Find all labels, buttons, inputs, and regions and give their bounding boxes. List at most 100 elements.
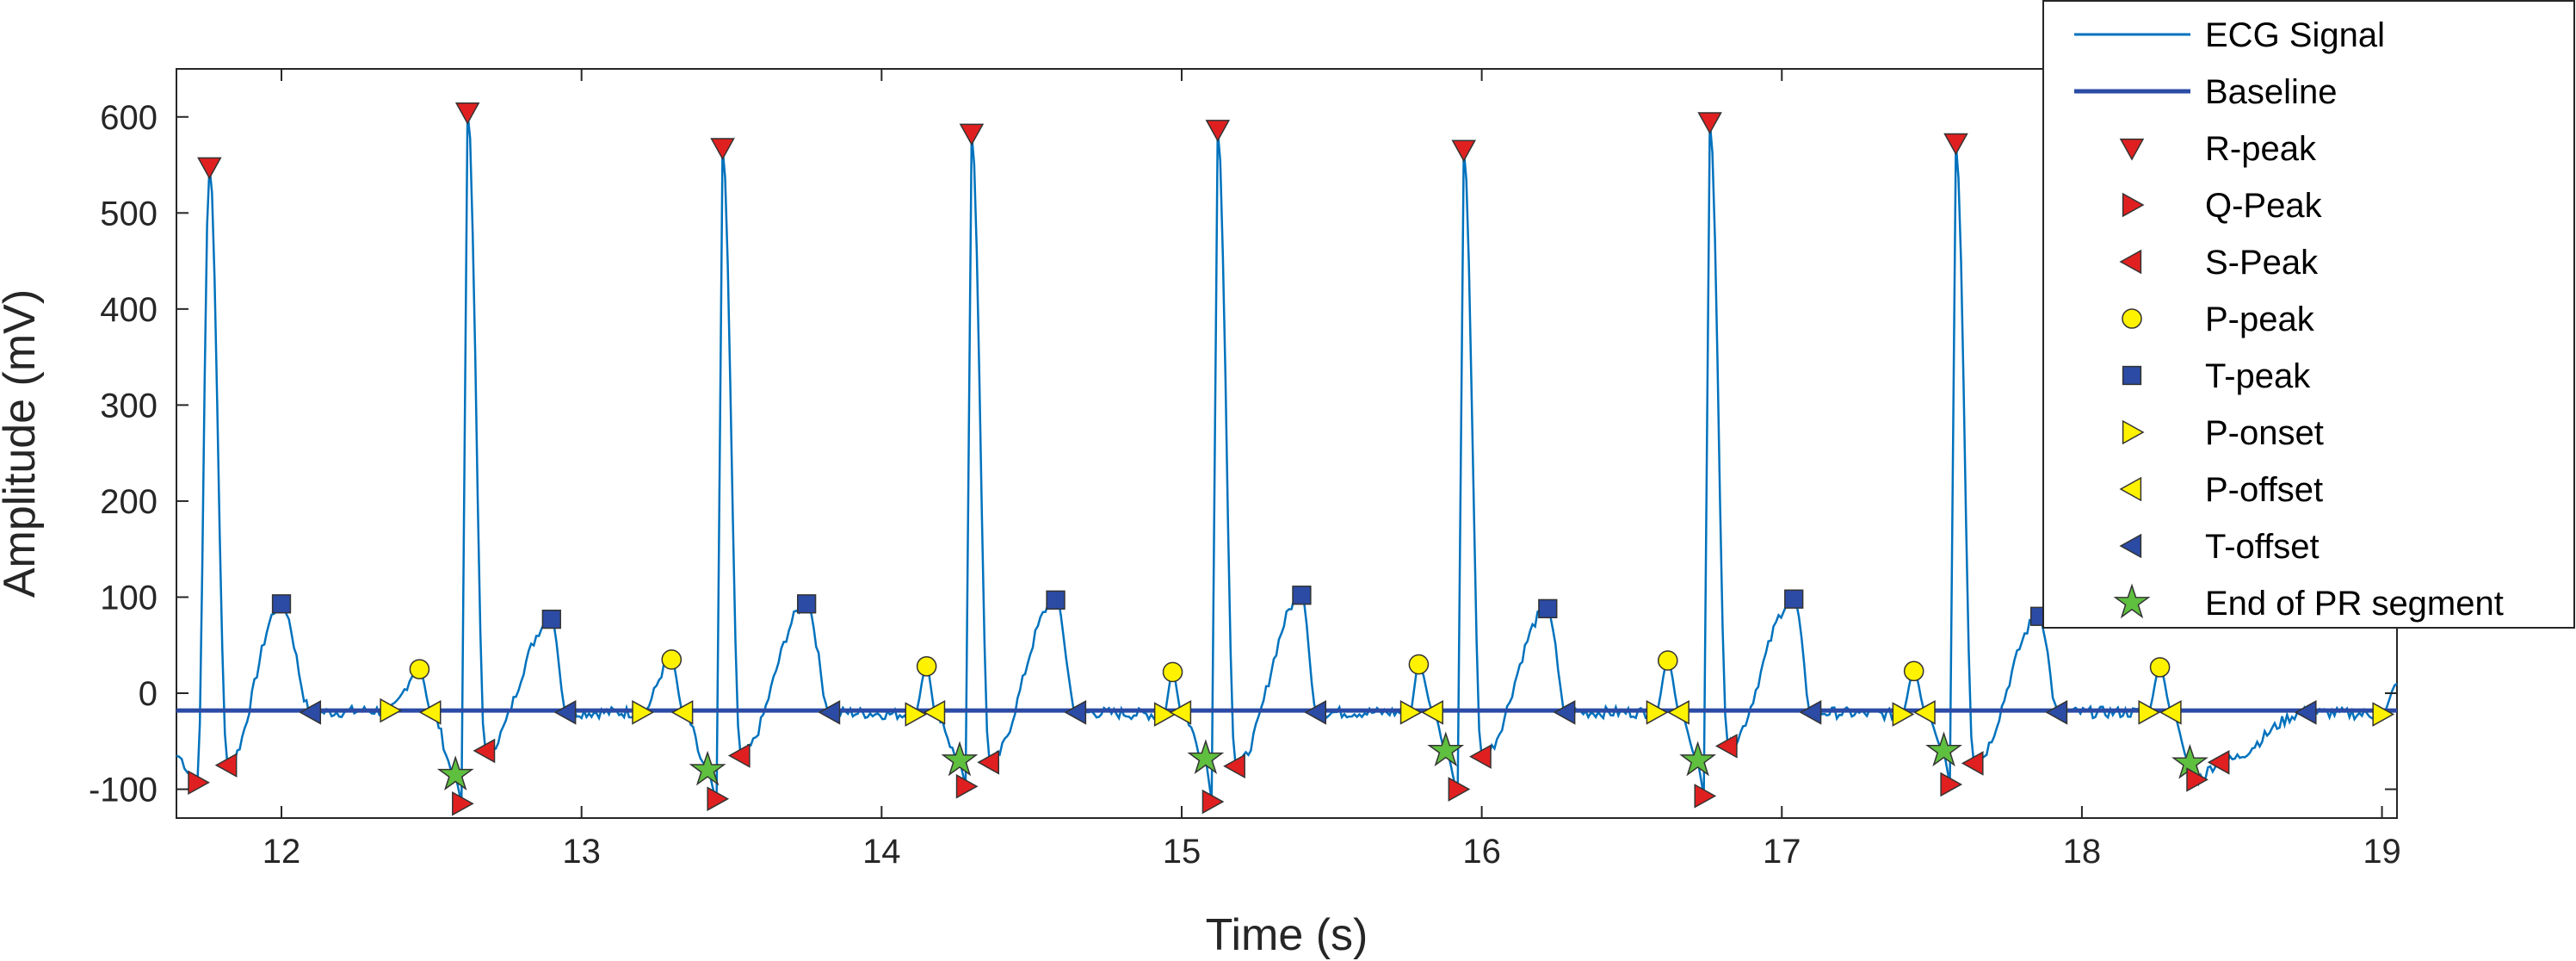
t-offset-marker — [2294, 700, 2317, 725]
y-tick-label: 100 — [100, 579, 158, 617]
p-offset-marker — [1169, 700, 1192, 725]
s-peak-marker — [727, 743, 751, 768]
p-peak-marker — [1162, 661, 1183, 683]
q-peak-marker — [1940, 772, 1963, 797]
s-peak-marker — [1469, 744, 1492, 769]
pr-end-marker — [941, 741, 979, 777]
p-onset-marker — [1153, 702, 1177, 727]
r-peak-marker — [454, 102, 480, 125]
marker-layer — [188, 102, 2395, 816]
legend-label-ecg: ECG Signal — [2205, 16, 2385, 54]
y-tick-label: 300 — [100, 387, 158, 425]
x-tick-label: 14 — [862, 833, 901, 871]
x-tick-label: 18 — [2063, 833, 2102, 871]
r-peak-marker — [1205, 120, 1231, 142]
t-offset-marker — [299, 700, 322, 725]
y-axis: -100 0 100 200 300 400 500 600 — [89, 99, 2397, 809]
legend-swatch-pr-end — [2113, 583, 2151, 619]
axes-box — [176, 68, 2398, 819]
legend-label-r-peak: R-peak — [2205, 130, 2317, 168]
p-offset-marker — [1421, 700, 1443, 725]
q-peak-marker — [1694, 784, 1717, 809]
x-tick-label: 16 — [1462, 833, 1501, 871]
q-peak-marker — [452, 790, 474, 816]
t-offset-marker — [553, 700, 577, 725]
legend-swatch-p-offset — [2119, 476, 2142, 502]
legend-label-q-peak: Q-Peak — [2205, 187, 2323, 225]
r-peak-marker — [197, 157, 222, 180]
p-offset-marker — [1913, 700, 1936, 725]
t-offset-marker — [1064, 700, 1087, 725]
t-peak-marker — [1784, 589, 1804, 609]
legend-label-pr-end: End of PR segment — [2205, 585, 2504, 623]
plot-content — [176, 102, 2398, 816]
p-peak-marker — [661, 649, 683, 670]
y-tick-label: 400 — [100, 291, 158, 329]
p-onset-marker — [2138, 700, 2161, 725]
y-axis-label: Amplitude (mV) — [0, 289, 45, 598]
r-peak-marker — [1943, 133, 1968, 156]
q-peak-marker — [1448, 777, 1471, 802]
y-tick-label: 500 — [100, 195, 158, 232]
x-tick-label: 15 — [1163, 833, 1202, 871]
p-offset-marker — [923, 700, 946, 725]
legend-label-s-peak: S-Peak — [2205, 244, 2319, 282]
t-offset-marker — [1799, 700, 1822, 725]
p-offset-marker — [2159, 700, 2182, 725]
r-peak-marker — [1697, 112, 1722, 134]
q-peak-marker — [955, 773, 979, 799]
p-offset-marker — [418, 700, 442, 725]
x-axis: 12 13 14 15 16 17 18 19 — [263, 69, 2401, 871]
q-peak-marker — [1202, 789, 1225, 815]
t-offset-marker — [818, 700, 841, 725]
t-offset-marker — [1553, 700, 1576, 725]
s-peak-marker — [214, 753, 238, 778]
x-tick-label: 19 — [2363, 833, 2401, 871]
p-peak-marker — [1657, 650, 1678, 671]
s-peak-marker — [977, 750, 999, 775]
legend: ECG Signal Baseline R-peak Q-Peak S-Peak P-pe… — [2042, 0, 2575, 629]
p-onset-marker — [1892, 702, 1915, 727]
q-peak-marker — [2186, 767, 2208, 792]
y-tick-label: 600 — [100, 99, 158, 137]
t-peak-marker — [1046, 590, 1066, 610]
p-offset-marker — [1667, 700, 1690, 725]
p-onset-marker — [1399, 700, 1423, 725]
r-peak-marker — [959, 123, 985, 146]
x-axis-label: Time (s) — [1206, 910, 1368, 960]
t-peak-marker — [271, 594, 292, 614]
p-peak-marker — [1408, 654, 1430, 675]
legend-label-t-peak: T-peak — [2205, 357, 2311, 395]
legend-box — [2042, 0, 2575, 629]
pr-end-marker — [1925, 731, 1962, 767]
s-peak-marker — [473, 738, 496, 764]
legend-swatch-s-peak — [2119, 249, 2142, 275]
p-peak-marker — [2149, 657, 2171, 678]
p-onset-marker — [380, 698, 403, 723]
p-peak-marker — [409, 659, 430, 679]
legend-swatch-p-peak — [2122, 308, 2142, 329]
t-peak-marker — [797, 594, 817, 614]
x-tick-label: 12 — [263, 833, 301, 871]
t-peak-marker — [1292, 586, 1312, 605]
p-offset-marker — [670, 700, 694, 725]
p-peak-marker — [1903, 660, 1924, 682]
legend-swatch-p-onset — [2122, 419, 2145, 445]
y-tick-label: 0 — [139, 675, 158, 713]
t-peak-marker — [1538, 598, 1558, 618]
legend-swatch-r-peak — [2119, 138, 2145, 161]
r-peak-marker — [1451, 140, 1476, 163]
plot-area — [176, 68, 2398, 819]
legend-label-baseline: Baseline — [2205, 73, 2337, 111]
pr-end-marker — [689, 750, 726, 786]
p-onset-marker — [2372, 702, 2395, 727]
x-tick-label: 13 — [562, 833, 601, 871]
legend-swatch-q-peak — [2122, 192, 2145, 218]
s-peak-marker — [1714, 734, 1738, 759]
r-peak-marker — [710, 138, 735, 161]
x-tick-label: 17 — [1763, 833, 1801, 871]
p-onset-marker — [1646, 700, 1669, 725]
legend-label-p-offset: P-offset — [2205, 471, 2323, 509]
legend-swatch-t-offset — [2119, 533, 2142, 559]
t-offset-marker — [2045, 700, 2068, 725]
